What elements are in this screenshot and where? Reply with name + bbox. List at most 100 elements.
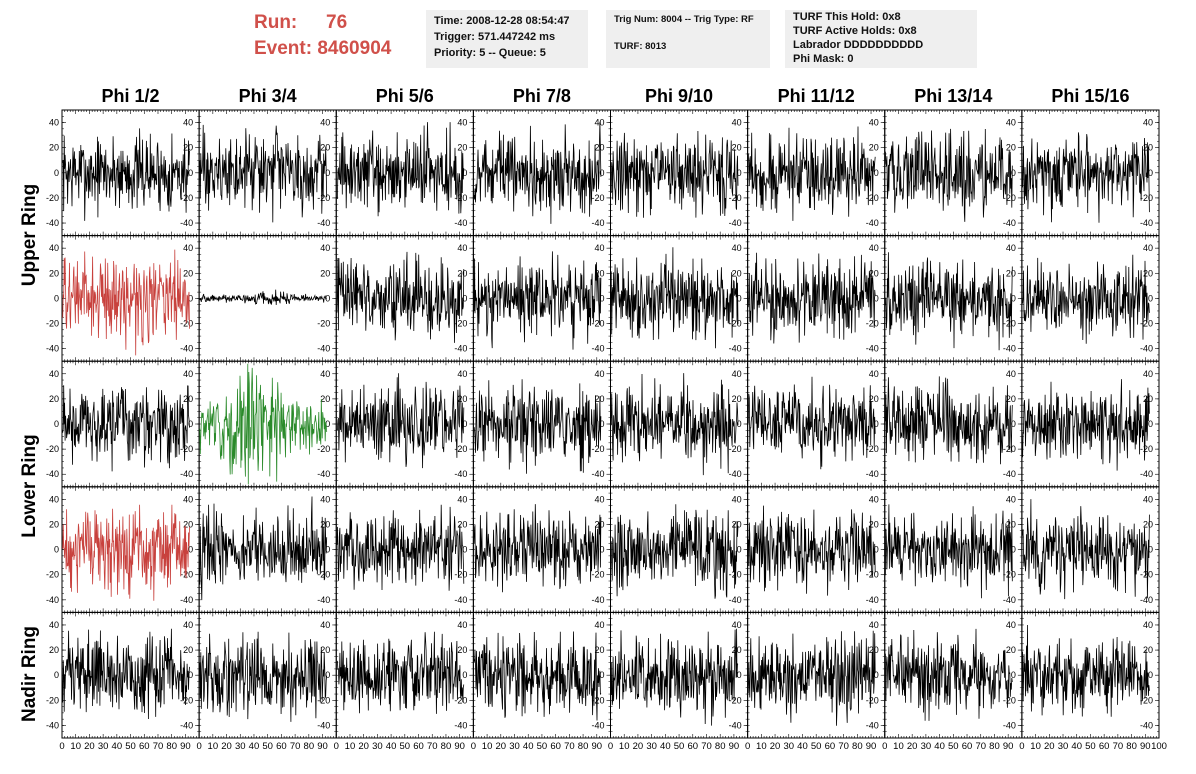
- y-tick-label: 40: [869, 369, 879, 379]
- y-tick-label: 0: [54, 545, 59, 555]
- waveform-trace: [63, 385, 190, 471]
- y-tick-label: 40: [457, 243, 467, 253]
- y-tick-label: -40: [1140, 469, 1153, 479]
- y-tick-label: -20: [46, 193, 59, 203]
- y-tick-label: 40: [1006, 494, 1016, 504]
- y-tick-label: 40: [183, 494, 193, 504]
- y-tick-label: 40: [869, 243, 879, 253]
- y-tick-label: 20: [732, 143, 742, 153]
- waveform-trace: [200, 125, 327, 222]
- y-tick-label: -40: [729, 595, 742, 605]
- y-tick-label: -40: [46, 218, 59, 228]
- y-tick-label: 0: [54, 293, 59, 303]
- y-tick-label: -40: [1140, 595, 1153, 605]
- waveform-trace: [885, 129, 1012, 222]
- y-tick-label: -40: [1003, 218, 1016, 228]
- y-tick-label: -20: [729, 444, 742, 454]
- y-tick-label: -40: [180, 218, 193, 228]
- y-tick-label: -40: [454, 344, 467, 354]
- waveform-trace: [337, 373, 464, 468]
- y-tick-label: -40: [180, 344, 193, 354]
- y-tick-label: 40: [49, 243, 59, 253]
- y-tick-label: -40: [46, 595, 59, 605]
- y-tick-label: -40: [454, 469, 467, 479]
- y-tick-label: 40: [183, 369, 193, 379]
- waveform-trace: [611, 247, 738, 348]
- y-tick-label: -20: [46, 444, 59, 454]
- y-tick-label: -40: [317, 218, 330, 228]
- panel-frame: [336, 110, 473, 236]
- y-tick-label: -40: [866, 595, 879, 605]
- y-tick-label: 20: [320, 268, 330, 278]
- waveform-trace: [748, 127, 875, 221]
- y-tick-label: 40: [1143, 243, 1153, 253]
- waveform-trace: [611, 373, 738, 475]
- y-tick-label: -20: [729, 319, 742, 329]
- y-tick-label: -20: [1140, 570, 1153, 580]
- y-tick-label: -40: [180, 469, 193, 479]
- waveform-trace: [337, 505, 464, 591]
- y-tick-label: 40: [183, 118, 193, 128]
- y-tick-label: 20: [457, 519, 467, 529]
- y-tick-label: -40: [729, 218, 742, 228]
- y-tick-label: 0: [1148, 293, 1153, 303]
- y-tick-label: 20: [49, 519, 59, 529]
- y-tick-label: -40: [1003, 595, 1016, 605]
- y-tick-label: 40: [320, 118, 330, 128]
- y-tick-label: -20: [591, 570, 604, 580]
- y-tick-label: -40: [1003, 344, 1016, 354]
- y-tick-label: 20: [1006, 268, 1016, 278]
- y-tick-label: 20: [49, 268, 59, 278]
- y-tick-label: 40: [594, 369, 604, 379]
- y-tick-label: 0: [1011, 168, 1016, 178]
- waveform-trace: [748, 377, 875, 469]
- y-tick-label: -40: [454, 218, 467, 228]
- y-tick-label: -40: [1140, 218, 1153, 228]
- waveform-trace: [1023, 379, 1150, 471]
- y-tick-label: 20: [457, 268, 467, 278]
- y-tick-label: -40: [866, 344, 879, 354]
- y-tick-label: 20: [732, 394, 742, 404]
- waveform-trace: [1023, 499, 1150, 599]
- y-tick-label: -40: [591, 595, 604, 605]
- y-tick-label: 40: [732, 494, 742, 504]
- y-tick-label: 40: [320, 369, 330, 379]
- y-tick-label: 40: [1143, 494, 1153, 504]
- waveform-trace: [337, 252, 464, 343]
- y-tick-label: 0: [54, 168, 59, 178]
- y-tick-label: 40: [49, 118, 59, 128]
- y-tick-label: 0: [737, 545, 742, 555]
- waveform-trace: [200, 290, 327, 305]
- y-tick-label: 40: [1006, 118, 1016, 128]
- y-tick-label: 40: [594, 243, 604, 253]
- y-tick-label: 40: [1143, 369, 1153, 379]
- y-tick-label: 40: [457, 494, 467, 504]
- waveform-trace: [200, 497, 327, 601]
- y-tick-label: 40: [49, 369, 59, 379]
- y-tick-label: 40: [457, 369, 467, 379]
- y-tick-label: 40: [732, 118, 742, 128]
- waveform-trace: [474, 122, 601, 224]
- y-tick-label: -20: [317, 193, 330, 203]
- y-tick-label: 40: [869, 494, 879, 504]
